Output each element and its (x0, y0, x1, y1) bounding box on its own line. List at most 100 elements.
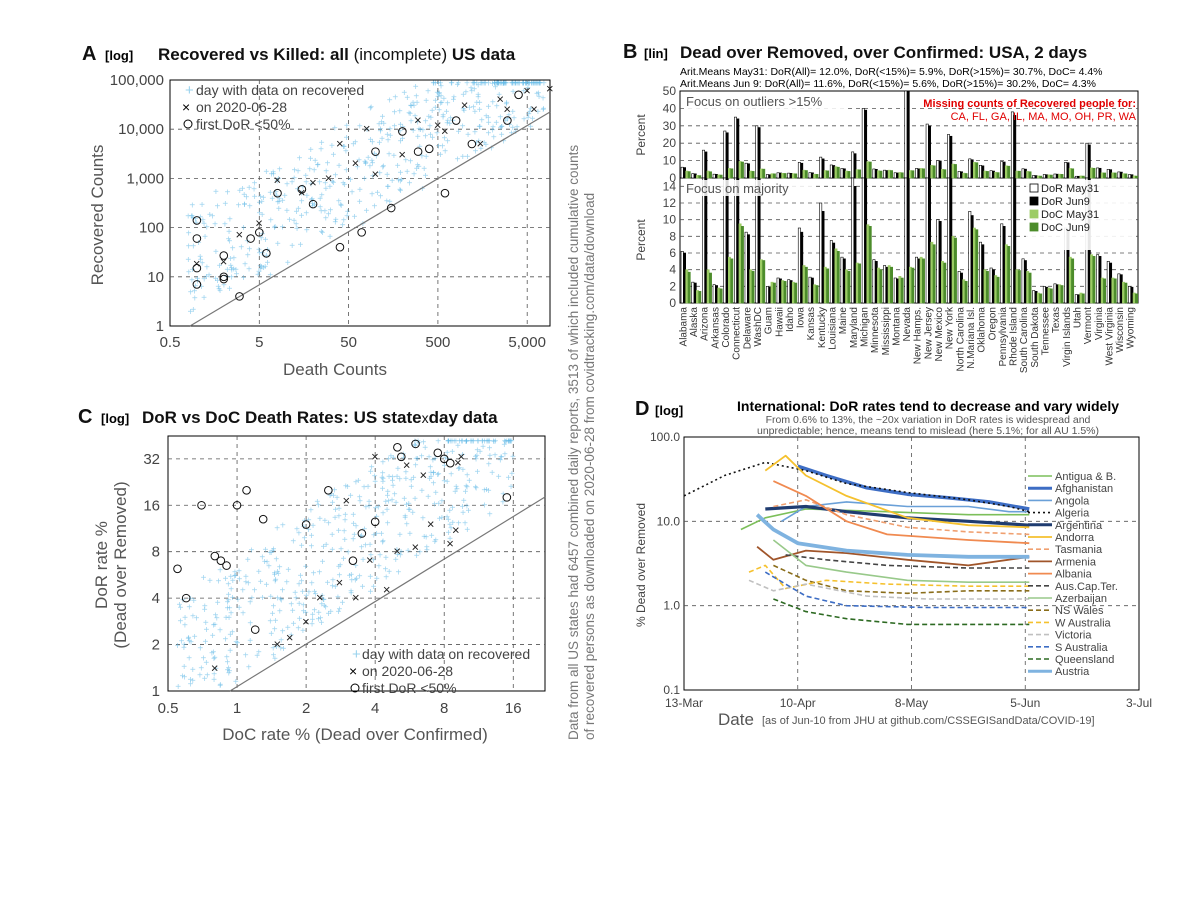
bar-top (845, 170, 849, 179)
bar-bottom (725, 177, 729, 304)
cloud-plus-icon: + (414, 98, 420, 109)
cloud-plus-icon: + (225, 596, 231, 607)
cloud-plus-icon: + (348, 587, 354, 598)
cloud-plus-icon: + (259, 262, 265, 273)
cloud-plus-icon: + (341, 215, 347, 226)
category-label: Michigan (859, 307, 870, 347)
cloud-plus-icon: + (510, 107, 516, 118)
legend-label: Afghanistan (1055, 483, 1113, 495)
cloud-plus-icon: + (224, 272, 230, 283)
category-label: Arkansas (710, 307, 721, 349)
cloud-plus-icon: + (441, 133, 447, 144)
cloud-plus-icon: + (353, 574, 359, 585)
cloud-plus-icon: + (226, 668, 232, 679)
cloud-plus-icon: + (247, 636, 253, 647)
cloud-plus-icon: + (404, 519, 410, 530)
cloud-plus-icon: + (463, 481, 469, 492)
panel-a-title-bold1: Recovered vs Killed: all (158, 45, 349, 64)
cloud-plus-icon: + (407, 529, 413, 540)
x-tick-label: 3-Jul (1126, 696, 1152, 710)
cloud-plus-icon: + (202, 602, 208, 613)
cloud-plus-icon: + (232, 571, 238, 582)
category-label: Mississippi (881, 307, 892, 355)
category-label: Arizona (700, 307, 711, 341)
legend-swatch (1029, 183, 1039, 193)
bar-bottom (943, 262, 947, 304)
legend-label: DoR Jun9 (1041, 196, 1090, 208)
bar-top (853, 153, 857, 179)
bar-bottom (911, 267, 915, 304)
circle-marker (297, 185, 307, 194)
cloud-plus-icon: + (189, 276, 195, 287)
bar-top (808, 172, 812, 179)
cloud-plus-icon: + (496, 472, 502, 483)
cloud-plus-icon: + (232, 568, 238, 579)
cloud-plus-icon: + (328, 206, 334, 217)
cloud-plus-icon: + (379, 134, 385, 145)
panel-a-title: Recovered vs Killed: all (incomplete) US… (158, 45, 516, 64)
cloud-plus-icon: + (204, 272, 210, 283)
bar-top (847, 171, 851, 179)
cloud-plus-icon: + (329, 177, 335, 188)
cloud-plus-icon: + (510, 87, 516, 98)
bar-top (1085, 142, 1089, 179)
x-marker: × (496, 92, 504, 107)
cloud-plus-icon: + (394, 545, 400, 556)
circle-marker (192, 280, 202, 289)
cloud-plus-icon: + (478, 78, 484, 89)
bar-top (1034, 175, 1038, 179)
bar-top (911, 170, 915, 179)
cloud-plus-icon: + (243, 192, 249, 203)
bar-top (906, 90, 910, 179)
cloud-plus-icon: + (464, 470, 470, 481)
cloud-plus-icon: + (227, 630, 233, 641)
cloud-plus-icon: + (491, 437, 497, 448)
cloud-plus-icon: + (501, 78, 507, 89)
cloud-plus-icon: + (402, 511, 408, 522)
cloud-plus-icon: + (421, 438, 427, 449)
cloud-plus-icon: + (222, 219, 228, 230)
cloud-plus-icon: + (272, 568, 278, 579)
bar-top (1036, 175, 1040, 179)
circle-marker (424, 144, 434, 154)
series-line (748, 579, 1030, 600)
series-line (764, 454, 1030, 529)
panel-a: A [log] Recovered vs Killed: all (incomp… (82, 43, 554, 379)
cloud-plus-icon: + (430, 78, 436, 89)
bar-bottom (751, 271, 755, 304)
cloud-plus-icon: + (309, 619, 315, 630)
bar-top (1007, 165, 1011, 179)
cloud-plus-icon: + (498, 453, 504, 464)
bar-top (1079, 175, 1083, 179)
cloud-plus-icon: + (310, 201, 316, 212)
bar-top (1117, 171, 1121, 179)
cloud-plus-icon: + (473, 484, 479, 495)
bar-bottom (989, 267, 993, 304)
cloud-plus-icon: + (247, 619, 253, 630)
bar-bottom (1074, 294, 1078, 304)
cloud-plus-icon: + (363, 502, 369, 513)
cloud-plus-icon: + (227, 215, 233, 226)
cloud-plus-icon: + (448, 524, 454, 535)
cloud-plus-icon: + (403, 156, 409, 167)
cloud-plus-icon: + (493, 78, 499, 89)
circle-marker (173, 564, 182, 574)
cloud-plus-icon: + (265, 245, 271, 256)
x-marker: × (412, 540, 420, 555)
cloud-plus-icon: + (493, 118, 499, 129)
panel-b-letter: B (623, 41, 637, 63)
cloud-plus-icon: + (459, 437, 465, 448)
bar-top (1122, 173, 1126, 179)
cloud-plus-icon: + (385, 519, 391, 530)
cloud-plus-icon: + (307, 165, 313, 176)
cloud-plus-icon: + (308, 506, 314, 517)
category-label: Virginia (1094, 307, 1105, 341)
bar-bottom (883, 265, 887, 304)
cloud-plus-icon: + (348, 570, 354, 581)
cloud-plus-icon: + (380, 474, 386, 485)
cloud-plus-icon: + (477, 105, 483, 116)
cloud-plus-icon: + (357, 122, 363, 133)
cloud-plus-icon: + (509, 78, 515, 89)
cloud-plus-icon: + (537, 78, 543, 89)
cloud-plus-icon: + (319, 591, 325, 602)
